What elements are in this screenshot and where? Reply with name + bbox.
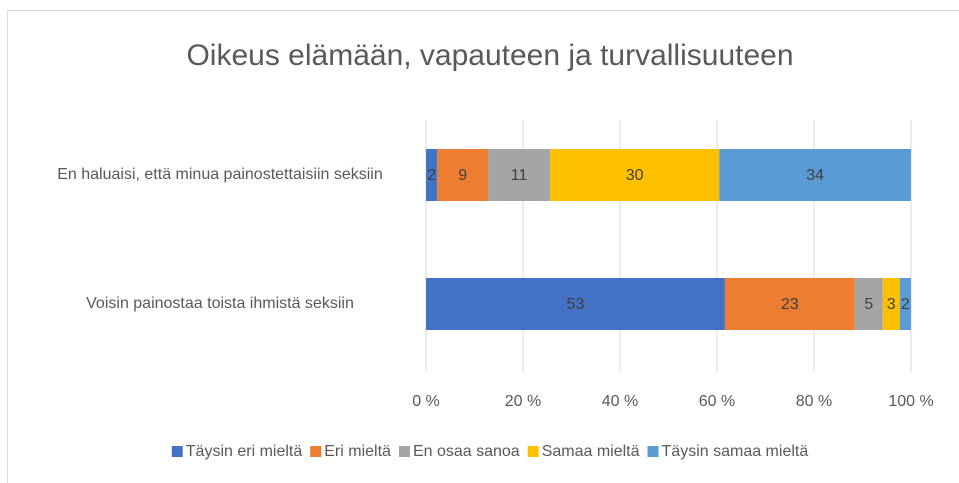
legend-swatch (398, 446, 410, 457)
legend: Täysin eri mieltä Eri mieltä En osaa sanoa… (171, 443, 809, 460)
bar-segment (882, 278, 900, 330)
legend-swatch (310, 446, 322, 457)
bar-segment (854, 278, 883, 330)
x-tick-label: 40 % (602, 393, 638, 410)
data-label: 3 (887, 296, 896, 313)
bar-segment (437, 149, 489, 201)
legend-label: Täysin samaa mieltä (662, 443, 809, 460)
data-label: 2 (427, 167, 436, 184)
data-label: 34 (806, 167, 824, 184)
data-label: 5 (864, 296, 873, 313)
data-label: 53 (567, 296, 585, 313)
y-tick-label: En haluaisi, että minua painostettaisiin… (57, 166, 383, 183)
data-label: 2 (901, 296, 910, 313)
bar-segment (724, 278, 855, 330)
legend-swatch (647, 446, 659, 457)
chart-title: Oikeus elämään, vapauteen ja turvallisuu… (186, 39, 793, 72)
y-tick-label: Voisin painostaa toista ihmistä seksiin (86, 295, 354, 312)
x-tick-label: 100 % (888, 393, 933, 410)
legend-label: Samaa mieltä (542, 443, 640, 460)
category-label-box: En haluaisi, että minua painostettaisiin… (57, 166, 383, 183)
legend-swatch (527, 446, 539, 457)
bar-segment (719, 149, 911, 201)
legend-label: Täysin eri mieltä (186, 443, 303, 460)
x-tick-label: 20 % (505, 393, 541, 410)
category-label-box: Voisin painostaa toista ihmistä seksiin (86, 295, 354, 312)
chart-frame (7, 10, 959, 483)
legend-swatch (171, 446, 183, 457)
bar-segment (426, 278, 725, 330)
x-tick-label: 60 % (699, 393, 735, 410)
bar-segment (426, 149, 438, 201)
data-label: 9 (458, 167, 467, 184)
data-label: 30 (626, 167, 644, 184)
bar-segment (550, 149, 720, 201)
data-label: 11 (511, 167, 528, 184)
x-tick-label: 0 % (412, 393, 440, 410)
legend-label: Eri mieltä (324, 443, 391, 460)
bar-segment (899, 278, 911, 330)
legend-label: En osaa sanoa (413, 443, 520, 460)
x-tick-label: 80 % (796, 393, 832, 410)
data-label: 23 (781, 296, 799, 313)
bar-segment (488, 149, 551, 201)
